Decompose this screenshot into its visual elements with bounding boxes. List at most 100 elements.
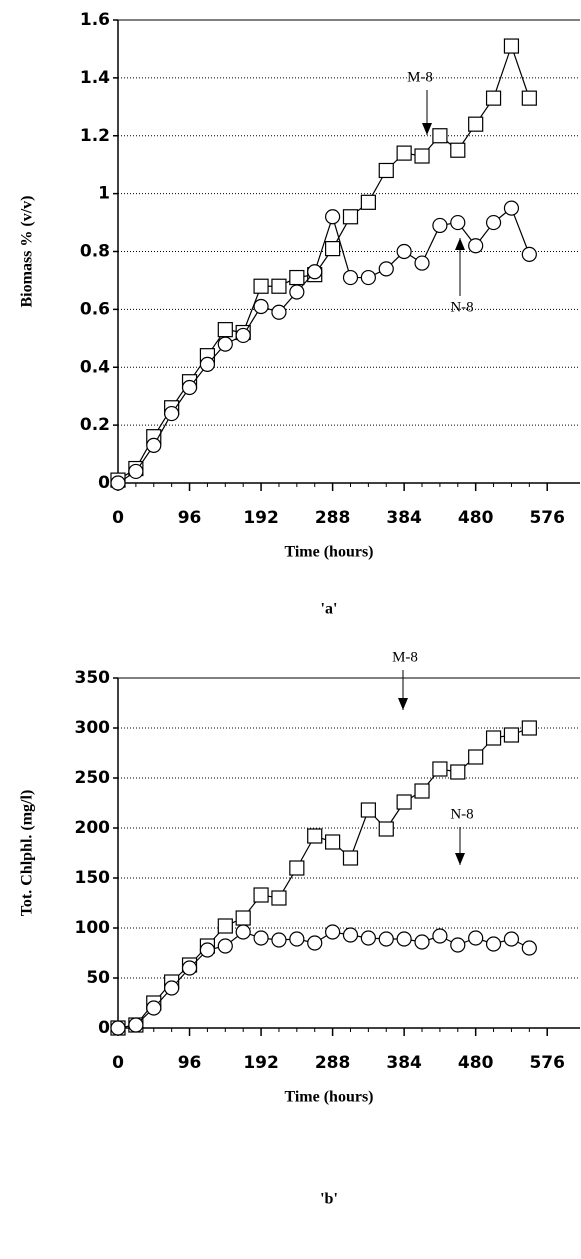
- square-marker: [378, 821, 394, 837]
- circle-marker: [342, 269, 359, 286]
- square-marker: [521, 720, 537, 736]
- arrow-head: [455, 238, 465, 250]
- x-tick-label: 384: [386, 508, 422, 528]
- y-tick-label: 350: [75, 668, 111, 688]
- circle-marker: [378, 261, 394, 277]
- square-marker: [432, 128, 448, 144]
- arrow-head: [398, 698, 408, 710]
- annotation: N-8: [450, 299, 473, 315]
- x-tick-label: 576: [529, 1053, 565, 1073]
- square-marker: [485, 90, 502, 106]
- circle-marker: [360, 930, 376, 946]
- circle-marker: [307, 935, 323, 951]
- circle-marker: [110, 475, 126, 491]
- x-tick-label: 192: [243, 508, 279, 528]
- circle-marker: [271, 304, 287, 320]
- y-tick-label: 300: [75, 718, 111, 738]
- circle-marker: [164, 405, 180, 422]
- circle-marker: [325, 209, 341, 225]
- square-marker: [503, 727, 520, 743]
- circle-marker: [271, 932, 287, 948]
- circle-marker: [307, 264, 323, 280]
- square-marker: [342, 209, 359, 225]
- circle-marker: [432, 928, 448, 944]
- x-tick-label: 480: [458, 508, 494, 528]
- y-tick-label: 1.6: [80, 10, 110, 30]
- square-marker: [378, 162, 394, 179]
- annotation: M-8: [407, 69, 433, 85]
- circle-marker: [325, 924, 341, 940]
- y-tick-label: 0.2: [80, 415, 110, 435]
- y-tick-label: 0.4: [80, 357, 110, 377]
- square-marker: [271, 890, 287, 906]
- y-tick-label: 0: [98, 473, 110, 493]
- square-marker: [289, 860, 305, 876]
- circle-marker: [289, 284, 305, 300]
- y-tick-label: 1.4: [80, 68, 110, 88]
- circle-marker: [146, 437, 162, 453]
- y-tick-label: 1: [98, 184, 110, 204]
- square-marker: [217, 918, 233, 934]
- circle-marker: [235, 924, 251, 940]
- x-tick-label: 288: [315, 508, 351, 528]
- x-tick-label: 96: [178, 508, 202, 528]
- square-marker: [271, 278, 287, 294]
- square-marker: [360, 194, 376, 210]
- circle-marker: [199, 942, 216, 958]
- circle-marker: [253, 930, 269, 946]
- annotation: M-8: [392, 649, 418, 665]
- square-marker: [253, 278, 269, 294]
- y-tick-label: 0: [98, 1018, 110, 1038]
- circle-marker: [360, 269, 376, 286]
- circle-marker: [235, 327, 251, 344]
- square-marker: [325, 834, 341, 850]
- square-marker: [325, 241, 341, 257]
- series-line: [117, 931, 530, 1029]
- circle-marker: [217, 938, 233, 954]
- x-tick-label: 0: [112, 1053, 124, 1073]
- arrow-head: [422, 123, 432, 135]
- square-marker: [414, 148, 430, 164]
- circle-marker: [110, 1020, 126, 1036]
- y-tick-label: 150: [75, 868, 111, 888]
- square-marker: [307, 828, 323, 844]
- y-axis-label: Biomass % (v/v): [19, 196, 36, 308]
- y-tick-label: 250: [75, 768, 111, 788]
- y-tick-label: 0.8: [80, 242, 110, 262]
- square-marker: [414, 783, 430, 799]
- circle-marker: [128, 463, 144, 480]
- circle-marker: [432, 217, 448, 234]
- series-line: [117, 44, 530, 481]
- x-tick-label: 96: [178, 1053, 202, 1073]
- annotation: N-8: [450, 806, 473, 822]
- x-tick-label: 576: [529, 508, 565, 528]
- square-marker: [468, 749, 484, 765]
- series-line: [117, 727, 530, 1029]
- square-marker: [217, 322, 233, 338]
- square-marker: [503, 38, 520, 54]
- square-marker: [468, 116, 484, 132]
- y-tick-label: 100: [75, 918, 111, 938]
- y-tick-label: 1.2: [80, 126, 110, 146]
- square-marker: [360, 802, 376, 818]
- circle-marker: [181, 960, 198, 976]
- circle-marker: [503, 931, 520, 947]
- square-marker: [521, 90, 537, 106]
- square-marker: [396, 145, 412, 161]
- circle-marker: [199, 356, 216, 372]
- circle-marker: [342, 927, 359, 943]
- square-marker: [235, 910, 251, 926]
- x-axis-label: Time (hours): [284, 544, 373, 561]
- square-marker: [450, 764, 466, 780]
- x-tick-label: 480: [458, 1053, 494, 1073]
- circle-marker: [414, 255, 430, 271]
- circle-marker: [217, 336, 233, 352]
- circle-marker: [450, 214, 466, 231]
- circle-marker: [253, 298, 269, 315]
- caption: 'b': [320, 1191, 338, 1208]
- circle-marker: [289, 931, 305, 947]
- circle-marker: [468, 930, 484, 946]
- circle-marker: [414, 934, 430, 950]
- circle-marker: [396, 931, 412, 947]
